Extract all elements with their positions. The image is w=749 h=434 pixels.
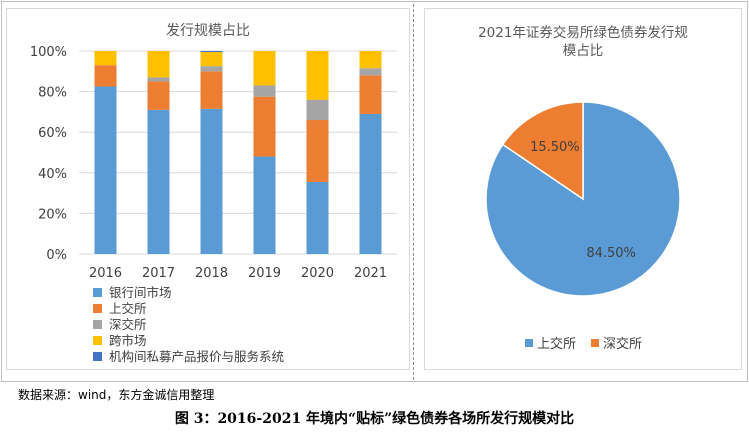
legend-swatch [93, 352, 102, 361]
bar-segment [94, 51, 117, 66]
pie-slice [501, 101, 584, 201]
legend-label: 跨市场 [109, 333, 147, 348]
bar-segment [306, 181, 329, 254]
legend-swatch [591, 339, 599, 347]
y-tick-label: 60% [38, 126, 67, 141]
bar-segment [94, 65, 117, 87]
y-tick-label: 40% [38, 167, 67, 182]
y-tick-label: 80% [38, 86, 67, 101]
pie-data-label: 15.50% [530, 140, 580, 155]
x-tick-label: 2017 [142, 266, 175, 281]
legend-swatch [93, 288, 102, 297]
legend-swatch [93, 304, 102, 313]
bar-segment [306, 51, 329, 100]
legend-label: 深交所 [109, 317, 147, 332]
bar-segment [359, 51, 382, 69]
bar-segment [306, 120, 329, 182]
bar-segment [359, 68, 382, 76]
figure-caption: 图 3：2016-2021 年境内“贴标”绿色债券各场所发行规模对比 [174, 411, 575, 427]
legend-label: 上交所 [109, 301, 147, 316]
y-tick-label: 100% [30, 45, 67, 60]
source-note: 数据来源：wind，东方金诚信用整理 [18, 388, 215, 402]
pie-data-label: 84.50% [586, 246, 636, 261]
x-tick-label: 2019 [248, 266, 281, 281]
bar-segment [359, 113, 382, 255]
legend-swatch [525, 339, 533, 347]
bar-segment [200, 52, 223, 67]
y-tick-label: 20% [38, 207, 67, 222]
x-tick-label: 2020 [301, 266, 334, 281]
bar-segment [359, 75, 382, 114]
bar-segment [147, 81, 170, 110]
bar-segment [306, 99, 329, 121]
legend-swatch [93, 320, 102, 329]
x-tick-label: 2021 [354, 266, 387, 281]
bar-segment [200, 66, 223, 72]
legend-label: 机构间私募产品报价与服务系统 [109, 349, 284, 364]
bar-segment [147, 77, 170, 82]
bar-segment [253, 96, 276, 157]
stacked-bar-chart: 发行规模占比 0% 20% 40% 60% 80% 100% 2016 2017 2018 20… [30, 23, 397, 364]
x-tick-label: 2016 [89, 266, 122, 281]
bottom-rule [1, 381, 747, 382]
x-tick-label: 2018 [195, 266, 228, 281]
pie-title-line: 模占比 [563, 43, 604, 59]
legend-label: 深交所 [603, 336, 642, 352]
bar-chart-title: 发行规模占比 [166, 23, 250, 39]
pie-title-line: 2021年证券交易所绿色债券发行规 [478, 24, 688, 41]
bar-segment [200, 108, 223, 254]
y-tick-label: 0% [46, 248, 67, 263]
bar-segment [200, 71, 223, 109]
bar-segment [200, 51, 223, 53]
bar-segment [147, 51, 170, 78]
panel-divider [413, 4, 414, 380]
legend-swatch [93, 336, 102, 345]
bar-segment [253, 51, 276, 86]
legend-label: 上交所 [537, 336, 576, 352]
bar-segment [147, 109, 170, 255]
legend-label: 银行间市场 [109, 285, 172, 300]
bar-segment [94, 86, 117, 255]
bar-segment [253, 85, 276, 97]
figure-frame [1, 1, 748, 382]
bar-chart-panel: 发行规模占比 0% 20% 40% 60% 80% 100% 2016 2017 2018 20… [6, 8, 410, 370]
pie-chart-panel: 2021年证券交易所绿色债券发行规 模占比 84.50% 15.50% 上交所 深交所 [424, 8, 742, 370]
bar-segment [253, 156, 276, 254]
